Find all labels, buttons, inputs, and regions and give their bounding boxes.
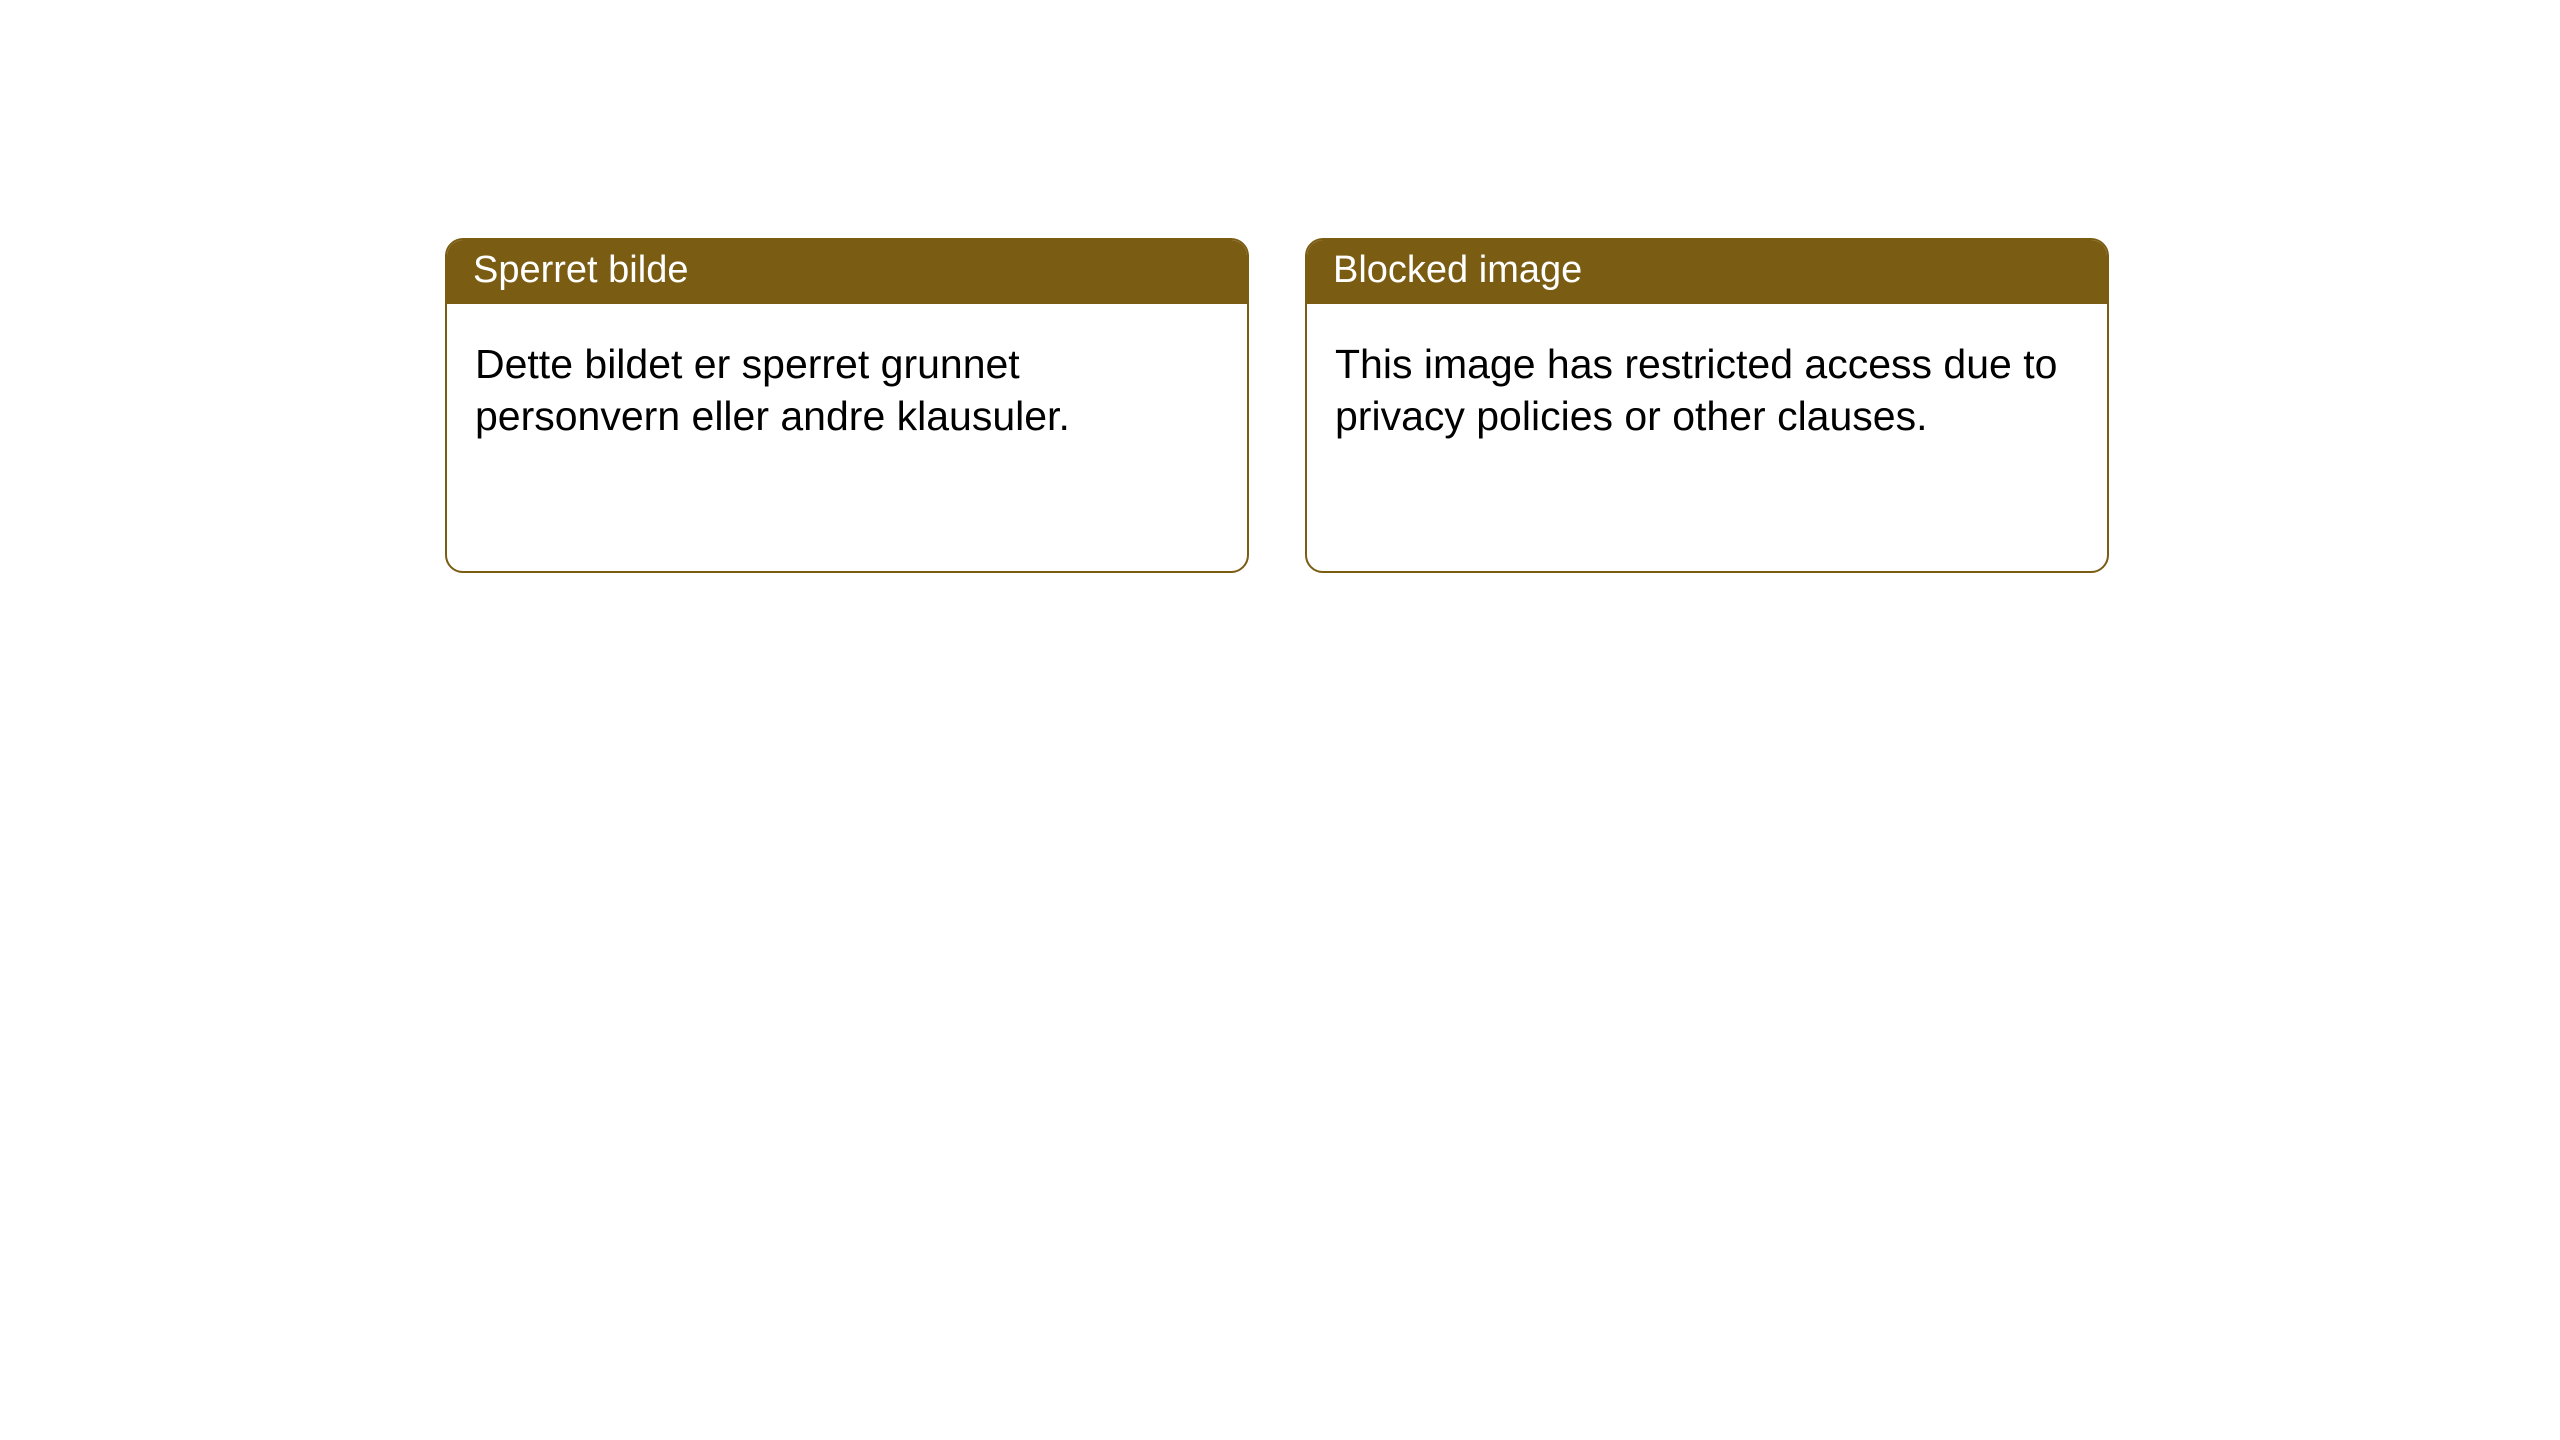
notice-body-text: This image has restricted access due to …: [1335, 341, 2057, 439]
notice-title: Blocked image: [1333, 249, 1582, 291]
notice-box-english: Blocked image This image has restricted …: [1305, 238, 2109, 573]
notice-title: Sperret bilde: [473, 249, 688, 291]
notice-container: Sperret bilde Dette bildet er sperret gr…: [445, 238, 2109, 573]
notice-box-norwegian: Sperret bilde Dette bildet er sperret gr…: [445, 238, 1249, 573]
notice-body: This image has restricted access due to …: [1307, 304, 2107, 477]
notice-body-text: Dette bildet er sperret grunnet personve…: [475, 341, 1070, 439]
notice-header: Sperret bilde: [447, 240, 1247, 304]
notice-header: Blocked image: [1307, 240, 2107, 304]
notice-body: Dette bildet er sperret grunnet personve…: [447, 304, 1247, 477]
